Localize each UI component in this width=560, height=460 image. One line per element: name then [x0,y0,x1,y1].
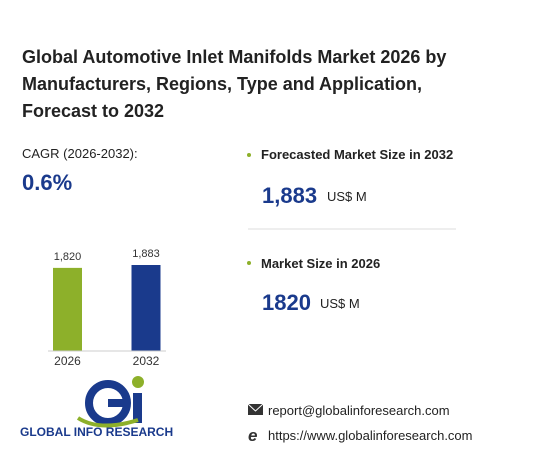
svg-text:e: e [248,426,257,445]
stat-label: Forecasted Market Size in 2032 [261,147,454,162]
logo-text: GLOBAL INFO RESEARCH [20,425,174,439]
value-label: 1,820 [54,251,82,263]
category-label: 2032 [133,354,160,368]
value-label: 1,883 [132,248,160,260]
stat-value: 1820 [262,290,311,315]
cagr-label: CAGR (2026-2032): [22,146,138,161]
bar [53,267,82,351]
stat-value: 1,883 [262,183,318,208]
email-icon [247,403,264,415]
cagr-value: 0.6% [22,170,73,195]
stat-unit: US$ M [320,296,360,311]
bar [131,265,161,351]
website: https://www.globalinforesearch.com [268,428,473,443]
title: Global Automotive Inlet Manifolds Market… [22,47,447,121]
stat-unit: US$ M [327,189,367,204]
bullet [247,153,251,265]
email: report@globalinforesearch.com [268,403,450,418]
category-label: 2026 [54,354,81,368]
logo-mark [76,376,144,428]
web-icon: e [248,426,257,445]
stat-label: Market Size in 2026 [261,256,381,271]
